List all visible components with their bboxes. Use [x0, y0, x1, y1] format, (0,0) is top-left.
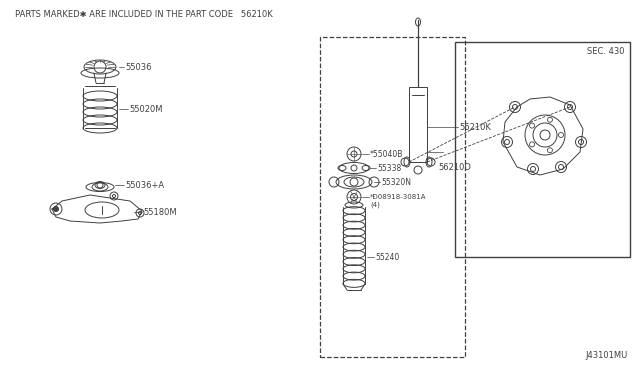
Text: 55036: 55036 — [125, 62, 152, 71]
Text: 55020M: 55020M — [129, 105, 163, 113]
Text: 55320N: 55320N — [381, 177, 411, 186]
Bar — [455, 42, 630, 257]
Text: 55180M: 55180M — [143, 208, 177, 217]
Text: PARTS MARKED✱ ARE INCLUDED IN THE PART CODE   56210K: PARTS MARKED✱ ARE INCLUDED IN THE PART C… — [15, 10, 273, 19]
Text: *Ð08918-3081A: *Ð08918-3081A — [370, 194, 426, 200]
Circle shape — [54, 206, 58, 212]
Text: 56210K: 56210K — [459, 122, 491, 131]
Text: J43101MU: J43101MU — [586, 351, 628, 360]
Text: SEC. 430: SEC. 430 — [588, 47, 625, 56]
Text: 55338: 55338 — [377, 164, 401, 173]
Text: *55040B: *55040B — [370, 150, 403, 158]
Text: (4): (4) — [370, 202, 380, 208]
Bar — [320, 37, 465, 357]
Text: 55240: 55240 — [375, 253, 399, 262]
Text: 56210D: 56210D — [438, 163, 471, 171]
Text: 55036+A: 55036+A — [125, 180, 164, 189]
Bar — [409, 87, 427, 162]
